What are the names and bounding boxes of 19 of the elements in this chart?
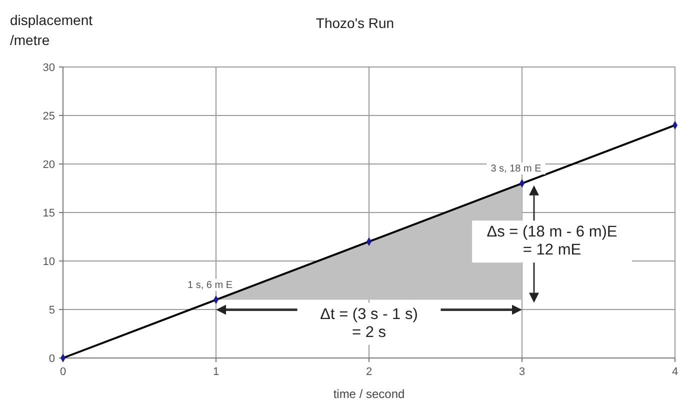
y-tick-label: 0	[48, 353, 55, 365]
y-tick-label: 15	[42, 208, 55, 220]
chart-title: Thozo's Run	[316, 15, 394, 31]
y-tick-label: 25	[42, 110, 55, 122]
annotation: 1 s, 6 m E	[187, 280, 233, 291]
annotation: Δt = (3 s - 1 s) = 2 s	[320, 306, 418, 341]
x-tick-label: 4	[672, 366, 678, 378]
y-tick-label: 30	[42, 62, 55, 74]
y-tick-label: 5	[48, 304, 55, 316]
x-tick-label: 0	[60, 366, 66, 378]
y-tick-label: 10	[42, 256, 55, 268]
annotation: Δs = (18 m - 6 m)E = 12 mE	[486, 224, 618, 259]
x-tick-label: 2	[366, 366, 372, 378]
y-tick-label: 20	[42, 159, 55, 171]
x-tick-label: 3	[518, 366, 526, 378]
x-tick-label: 1	[212, 366, 220, 378]
y-axis-title: displacement /metre	[10, 12, 93, 48]
x-axis-title: time / second	[333, 387, 405, 401]
annotation: 3 s, 18 m E	[490, 163, 542, 174]
